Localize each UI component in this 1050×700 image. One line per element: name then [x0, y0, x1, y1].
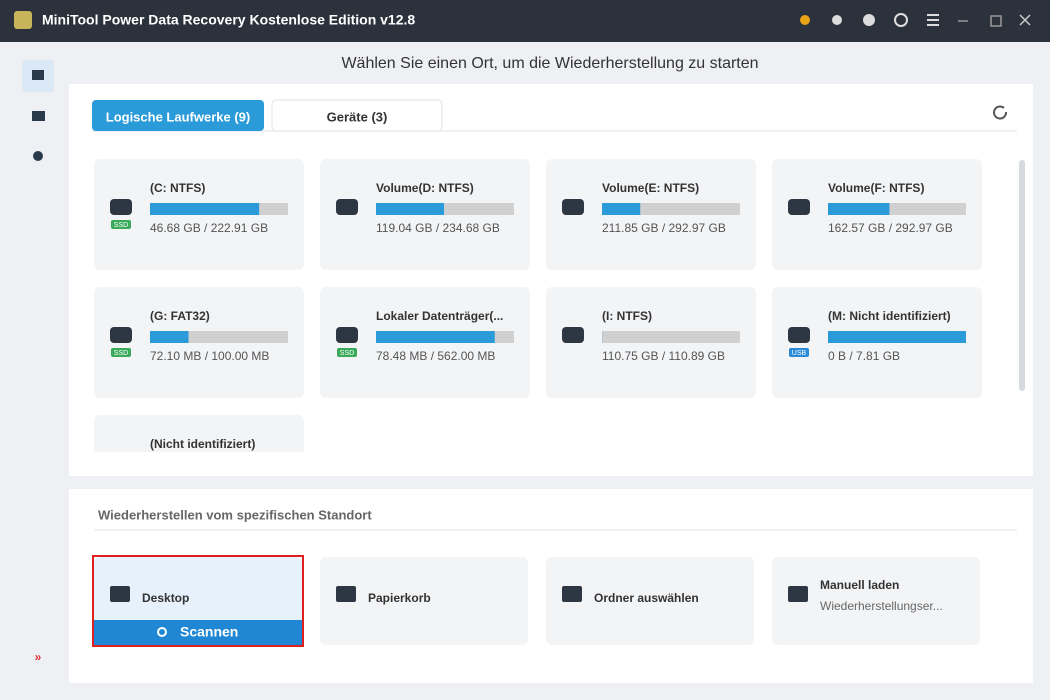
nav-recover-icon [32, 70, 44, 80]
title-icons [800, 13, 1031, 27]
drives-panel [69, 84, 1033, 476]
drive-name: (M: Nicht identifiziert) [828, 309, 951, 323]
location-label: Desktop [142, 591, 189, 605]
tab[interactable] [271, 99, 443, 132]
drive-size: 110.75 GB / 110.89 GB [602, 349, 725, 363]
drive-badge: USB [792, 350, 807, 357]
location-label: Manuell laden [820, 578, 899, 592]
location-label: Ordner auswählen [594, 591, 699, 605]
nav-expand[interactable]: » [35, 650, 42, 664]
window-title: MiniTool Power Data Recovery Kostenlose … [42, 12, 415, 28]
badge-bg [111, 348, 131, 357]
sidebar [0, 42, 68, 700]
drive-name: Volume(E: NTFS) [602, 181, 699, 195]
nav-tools[interactable] [32, 111, 45, 121]
scan-label: Scannen [180, 624, 238, 640]
drive-badge: SSD [114, 222, 128, 229]
disc-icon[interactable] [863, 14, 875, 26]
search-icon [157, 627, 167, 637]
section-title: Wiederherstellen vom spezifischen Stando… [98, 507, 372, 522]
location-label: Papierkorb [368, 591, 431, 605]
location-icon [562, 586, 582, 602]
drive-size: 78.48 MB / 562.00 MB [376, 349, 495, 363]
location-icon [110, 586, 130, 602]
usage-fill [828, 203, 890, 215]
drive-icon [562, 199, 584, 215]
maximize[interactable] [990, 15, 1002, 27]
usage-fill [828, 331, 966, 343]
app-logo [14, 11, 32, 29]
drive-name: (I: NTFS) [602, 309, 652, 323]
drive-icon [788, 327, 810, 343]
location-subtitle: Wiederherstellungser... [820, 599, 943, 613]
drive-icon [788, 199, 810, 215]
refresh-button[interactable] [993, 105, 1007, 120]
drive-icon [562, 327, 584, 343]
scrollbar [1019, 160, 1025, 391]
drive-name: Lokaler Datenträger(... [376, 309, 503, 323]
drive-name: (Nicht identifiziert) [150, 437, 255, 451]
usage-fill [602, 203, 641, 215]
drive-card[interactable] [94, 415, 304, 526]
drive-size: 0 B / 7.81 GB [828, 349, 900, 363]
drive-size: 211.85 GB / 292.97 GB [602, 221, 726, 235]
usage-fill [376, 331, 495, 343]
badge-bg [111, 220, 131, 229]
drive-icon [336, 199, 358, 215]
badge-bg [337, 348, 357, 357]
support-icon[interactable] [894, 13, 908, 27]
selection-border [92, 555, 304, 647]
close[interactable] [1019, 14, 1031, 26]
title-bar [0, 0, 1050, 42]
drive-list: (C: NTFS) SSD 46.68 GB / 222.91 GB Volume(D… [94, 159, 982, 526]
drive-size: 162.57 GB / 292.97 GB [828, 221, 953, 235]
tab-label: Logische Laufwerke (9) [106, 109, 250, 124]
location-card[interactable] [320, 557, 528, 645]
key-icon[interactable] [800, 15, 810, 25]
drive-name: (G: FAT32) [150, 309, 210, 323]
scan-button[interactable] [94, 620, 302, 645]
menu-icon[interactable] [927, 14, 939, 26]
drive-icon [110, 199, 132, 215]
location-icon [336, 586, 356, 602]
location-card[interactable] [772, 557, 980, 645]
usage-fill [376, 203, 445, 215]
tab[interactable] [92, 100, 264, 131]
location-icon [788, 586, 808, 602]
drive-size: 72.10 MB / 100.00 MB [150, 349, 269, 363]
drive-badge: SSD [114, 350, 128, 357]
drive-name: Volume(F: NTFS) [828, 181, 924, 195]
bell-icon[interactable] [832, 15, 842, 25]
usage-fill [150, 331, 189, 343]
badge-bg [789, 348, 809, 357]
drive-size: 119.04 GB / 234.68 GB [376, 221, 500, 235]
drive-size: 46.68 GB / 222.91 GB [150, 221, 268, 235]
drive-name: Volume(D: NTFS) [376, 181, 474, 195]
usage-fill [150, 203, 260, 215]
usage-track [602, 331, 740, 343]
location-card[interactable] [546, 557, 754, 645]
drive-name: (C: NTFS) [150, 181, 205, 195]
tab-label: Geräte (3) [327, 109, 388, 124]
heading: Wählen Sie einen Ort, um die Wiederherst… [341, 55, 758, 72]
nav-settings[interactable] [33, 151, 43, 161]
drive-icon [110, 327, 132, 343]
drive-icon [336, 327, 358, 343]
drive-badge: SSD [340, 350, 354, 357]
